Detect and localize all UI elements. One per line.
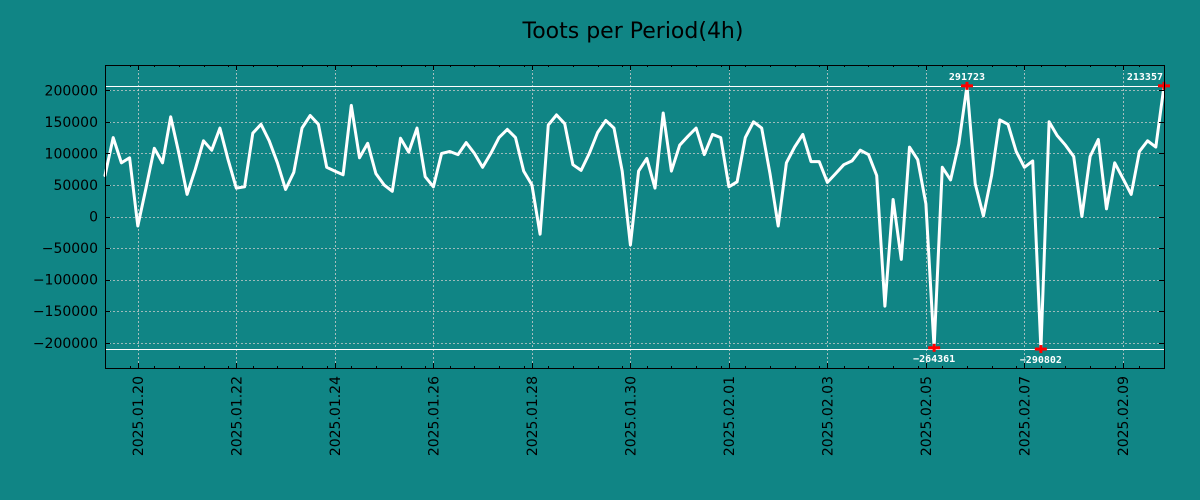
y-tick-label: −200000 [33,336,98,352]
axis-ticks [105,65,1165,368]
peak-label: 213357 [1127,72,1163,83]
x-tick-label: 2025.01.26 [426,376,442,456]
y-tick-label: 100000 [45,146,98,162]
series-toots [103,84,1166,351]
y-tick-label: 50000 [53,178,98,194]
x-tick-label: 2025.02.09 [1116,376,1132,456]
peak-annotations: −264361 291723 −290802 213357 [913,72,1163,366]
y-tick-label: −50000 [42,241,98,257]
x-axis-tick-labels: 2025.01.20 2025.01.22 2025.01.24 2025.01.26… [131,376,1132,456]
x-tick-label: 2025.02.03 [820,376,836,456]
reference-lines [105,86,1164,350]
x-tick-label: 2025.02.05 [919,376,935,456]
x-tick-label: 2025.01.22 [229,376,245,456]
chart-title: Toots per Period(4h) [522,19,744,44]
x-tick-label: 2025.02.01 [722,376,738,456]
y-axis-tick-labels: 200000 150000 100000 50000 0 −50000 −100000 −15… [33,83,98,352]
x-tick-label: 2025.02.07 [1017,376,1033,456]
x-tick-label: 2025.01.28 [525,376,541,456]
y-tick-label: 200000 [45,83,98,99]
peak-label: 291723 [949,72,985,83]
x-tick-label: 2025.01.24 [328,376,344,456]
y-tick-label: −150000 [33,304,98,320]
x-tick-label: 2025.01.20 [131,376,147,456]
y-tick-label: −100000 [33,273,98,289]
y-tick-label: 0 [89,210,98,226]
peak-label: −264361 [913,354,955,365]
series-line [103,84,1166,351]
peak-label: −290802 [1020,355,1062,366]
y-tick-label: 150000 [45,115,98,131]
x-tick-label: 2025.01.30 [623,376,639,456]
